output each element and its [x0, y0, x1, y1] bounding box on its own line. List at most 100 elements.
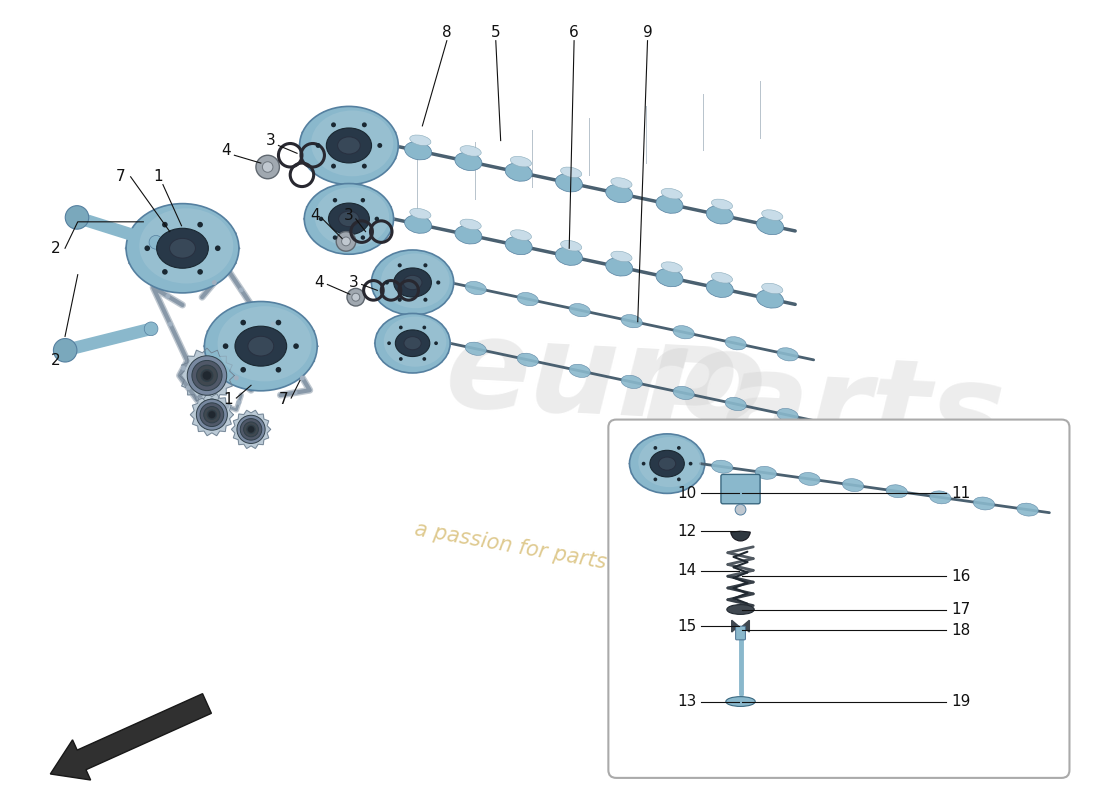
- Ellipse shape: [395, 330, 430, 357]
- Text: 1: 1: [153, 170, 163, 184]
- Circle shape: [201, 370, 213, 382]
- Circle shape: [316, 143, 320, 148]
- Text: 6: 6: [569, 26, 579, 40]
- Polygon shape: [125, 205, 240, 292]
- Circle shape: [385, 281, 389, 285]
- Text: 3: 3: [344, 209, 354, 223]
- FancyBboxPatch shape: [608, 419, 1069, 778]
- Circle shape: [276, 320, 282, 326]
- Circle shape: [168, 322, 173, 326]
- Ellipse shape: [777, 409, 799, 422]
- Text: 4: 4: [310, 209, 319, 223]
- Circle shape: [387, 342, 390, 345]
- Ellipse shape: [673, 326, 694, 339]
- Ellipse shape: [656, 269, 683, 286]
- Circle shape: [240, 418, 262, 440]
- Ellipse shape: [712, 460, 733, 473]
- Text: 17: 17: [952, 602, 970, 617]
- Text: 7: 7: [116, 170, 125, 184]
- Polygon shape: [629, 434, 705, 493]
- Ellipse shape: [126, 204, 239, 293]
- Ellipse shape: [561, 167, 582, 178]
- Text: euro: euro: [442, 311, 769, 450]
- Ellipse shape: [661, 189, 682, 199]
- Ellipse shape: [394, 268, 431, 297]
- Text: 3: 3: [266, 133, 275, 148]
- Circle shape: [241, 367, 246, 373]
- Circle shape: [346, 288, 364, 306]
- Circle shape: [331, 164, 335, 169]
- Ellipse shape: [761, 283, 783, 294]
- Circle shape: [735, 504, 746, 515]
- Circle shape: [653, 446, 657, 450]
- Circle shape: [54, 338, 77, 362]
- Wedge shape: [730, 531, 750, 541]
- Text: 7: 7: [278, 393, 288, 407]
- Text: 15: 15: [678, 618, 696, 634]
- Ellipse shape: [327, 128, 372, 163]
- Circle shape: [352, 294, 360, 301]
- Circle shape: [276, 367, 282, 373]
- Ellipse shape: [930, 491, 952, 504]
- Circle shape: [204, 372, 210, 379]
- Circle shape: [641, 462, 646, 466]
- Ellipse shape: [169, 238, 196, 258]
- Ellipse shape: [621, 314, 642, 328]
- Circle shape: [223, 343, 229, 349]
- Text: 11: 11: [952, 486, 970, 501]
- Ellipse shape: [673, 386, 694, 399]
- Ellipse shape: [761, 210, 783, 220]
- Circle shape: [197, 269, 202, 274]
- Circle shape: [676, 478, 681, 482]
- Circle shape: [241, 320, 246, 326]
- Circle shape: [236, 400, 241, 405]
- Ellipse shape: [405, 142, 431, 160]
- Ellipse shape: [510, 230, 531, 240]
- Ellipse shape: [650, 450, 684, 477]
- Ellipse shape: [974, 497, 994, 510]
- Ellipse shape: [517, 293, 538, 306]
- Ellipse shape: [556, 247, 583, 266]
- Ellipse shape: [460, 219, 481, 230]
- Ellipse shape: [726, 697, 756, 706]
- Ellipse shape: [569, 364, 591, 378]
- Circle shape: [362, 164, 366, 169]
- Circle shape: [399, 326, 403, 330]
- Ellipse shape: [725, 398, 746, 410]
- Ellipse shape: [505, 163, 532, 182]
- Ellipse shape: [311, 110, 394, 176]
- Circle shape: [197, 399, 228, 430]
- Ellipse shape: [372, 250, 453, 315]
- Circle shape: [200, 403, 223, 426]
- Ellipse shape: [410, 135, 431, 146]
- Circle shape: [422, 326, 426, 330]
- Circle shape: [187, 356, 227, 395]
- Circle shape: [271, 322, 275, 326]
- Circle shape: [150, 235, 163, 249]
- Ellipse shape: [329, 203, 370, 234]
- Text: 4: 4: [315, 275, 324, 290]
- Ellipse shape: [465, 282, 486, 294]
- Circle shape: [182, 366, 186, 370]
- Circle shape: [234, 375, 239, 381]
- Ellipse shape: [757, 290, 783, 308]
- Circle shape: [437, 281, 440, 285]
- Ellipse shape: [205, 302, 317, 390]
- Text: 14: 14: [678, 563, 696, 578]
- Circle shape: [209, 412, 214, 418]
- Ellipse shape: [706, 279, 734, 298]
- Ellipse shape: [410, 209, 431, 219]
- Ellipse shape: [725, 337, 746, 350]
- Circle shape: [375, 217, 379, 221]
- Ellipse shape: [510, 156, 531, 167]
- Circle shape: [319, 217, 323, 221]
- Ellipse shape: [799, 473, 821, 486]
- Circle shape: [294, 343, 299, 349]
- Ellipse shape: [727, 605, 755, 614]
- Ellipse shape: [621, 375, 642, 389]
- Ellipse shape: [706, 206, 734, 224]
- Polygon shape: [204, 302, 318, 390]
- Text: 5: 5: [491, 26, 501, 40]
- Circle shape: [331, 122, 335, 127]
- Circle shape: [424, 263, 428, 267]
